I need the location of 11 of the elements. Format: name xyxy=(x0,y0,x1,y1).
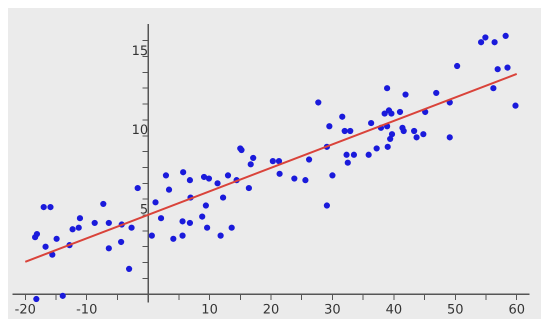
x-tick-label: -10 xyxy=(76,302,98,318)
y-tick-label: 5 xyxy=(140,202,148,218)
x-tick-label: 50 xyxy=(447,302,464,318)
x-tick-label: -20 xyxy=(14,302,36,318)
x-tick-label: 60 xyxy=(508,302,525,318)
x-tick-label: 10 xyxy=(201,302,218,318)
y-tick-label: 15 xyxy=(132,44,148,59)
y-tick-label: 10 xyxy=(132,123,148,138)
x-tick-label: 20 xyxy=(262,302,280,318)
x-tick-label: 30 xyxy=(324,302,341,318)
x-tick-label: 40 xyxy=(386,302,402,318)
